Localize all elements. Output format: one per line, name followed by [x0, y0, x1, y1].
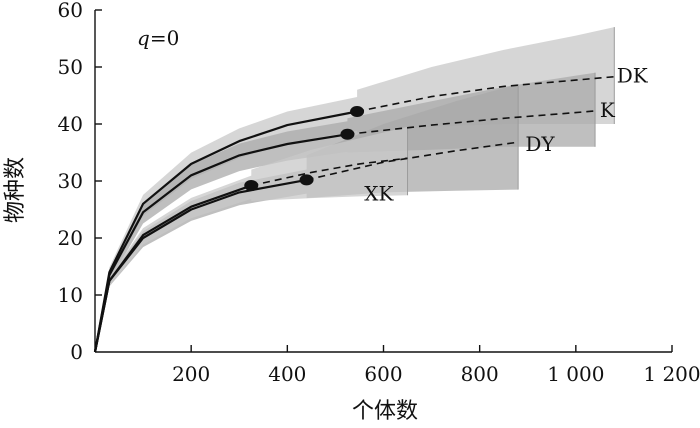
observed-point-xk [244, 180, 259, 192]
y-tick-label-50: 50 [58, 55, 83, 79]
x-tick-label-800: 800 [461, 362, 499, 386]
x-tick-label-400: 400 [268, 362, 306, 386]
series-label-dk: DK [617, 64, 649, 88]
q-equals: =0 [150, 26, 179, 50]
observed-point-dk [350, 105, 365, 117]
q-symbol: q [137, 26, 150, 50]
series-label-k: K [600, 98, 616, 122]
extrap-line-dy [306, 141, 519, 181]
extrap-line-k [347, 110, 596, 136]
series-labels: DKK DY XK [364, 64, 648, 206]
x-axis-label: 个体数 [352, 399, 418, 424]
extrap-line-dk [356, 75, 615, 113]
series-label-xk: XK [364, 182, 394, 206]
interp-line-dk [93, 110, 358, 353]
y-tick-label-0: 0 [70, 340, 83, 364]
y-axis-label: 物种数 [3, 157, 28, 223]
y-tick-label-40: 40 [58, 112, 83, 136]
observed-point-dy [299, 174, 314, 186]
interp-line-xk [93, 184, 252, 353]
axes: 200 400 600 800 1 000 1 200 0 10 20 30 40 50 60 [58, 0, 700, 386]
series-label-dy: DY [525, 132, 555, 156]
confidence-bands [95, 27, 615, 352]
extrap-line-xk [251, 157, 408, 187]
x-tick-label-600: 600 [364, 362, 402, 386]
y-tick-label-60: 60 [58, 0, 83, 22]
y-tick-label-20: 20 [58, 226, 83, 250]
x-tick-label-1200: 1 200 [643, 362, 700, 386]
band-xk [95, 126, 408, 352]
band-dy [95, 84, 519, 352]
x-tick-label-200: 200 [172, 362, 210, 386]
y-tick-label-30: 30 [58, 169, 83, 193]
q-annotation: q=0 [137, 26, 179, 50]
interp-line-k [93, 133, 348, 353]
x-tick-label-1000: 1 000 [547, 362, 604, 386]
observed-point-k [340, 128, 355, 140]
curve-lines [93, 75, 615, 353]
y-tick-label-10: 10 [58, 283, 83, 307]
